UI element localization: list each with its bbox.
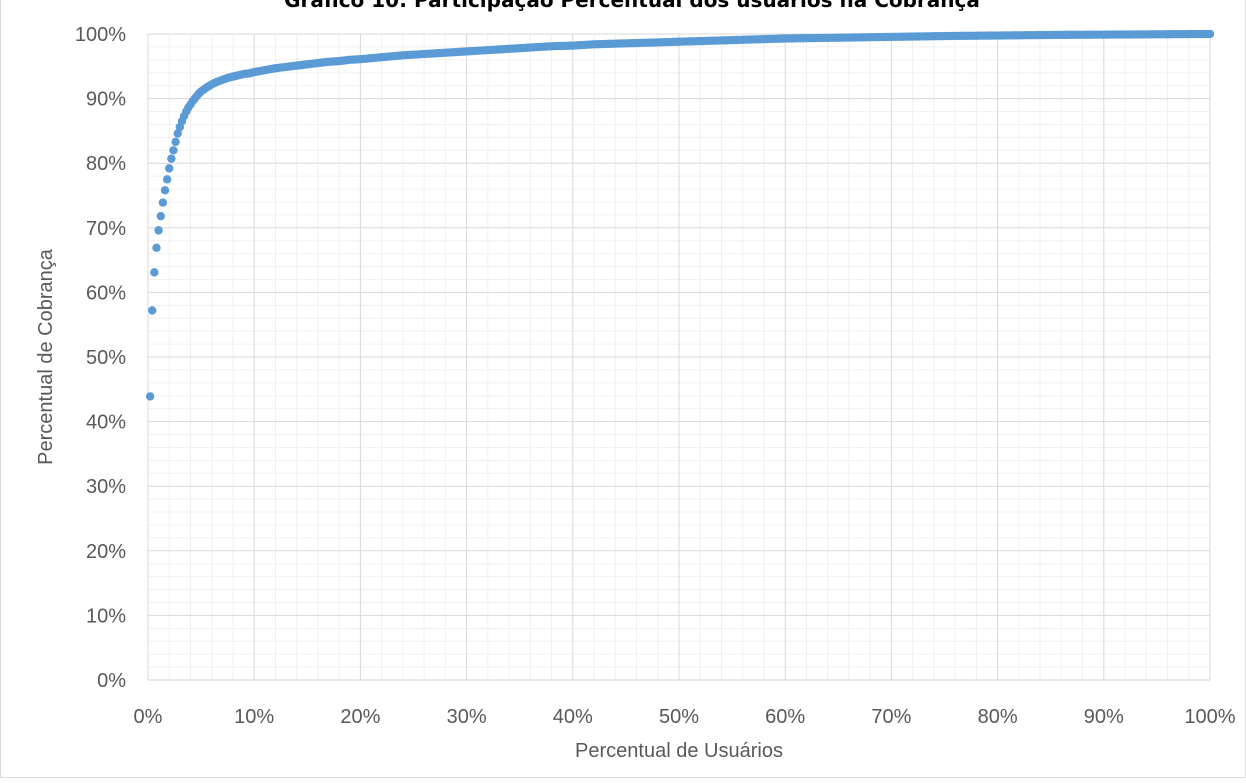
data-point (629, 38, 638, 48)
data-point (947, 31, 957, 41)
x-tick-label: 80% (978, 706, 1018, 728)
data-point (1160, 30, 1169, 39)
data-point (501, 44, 511, 54)
x-tick-label: 90% (1084, 706, 1124, 728)
data-point (693, 36, 702, 46)
x-tick-label: 70% (871, 706, 911, 728)
data-point (650, 38, 659, 47)
data-point (395, 51, 405, 60)
data-point (714, 36, 723, 45)
x-tick-label: 10% (234, 706, 274, 728)
x-tick-label: 20% (340, 706, 380, 728)
data-point (905, 32, 914, 41)
data-point (926, 32, 936, 41)
x-axis-title: Percentual de Usuários (575, 740, 783, 762)
data-point (169, 146, 178, 155)
data-point (884, 32, 893, 42)
chart-title: Gráfico 10: Participação Percentual dos … (284, 0, 980, 12)
data-point (158, 198, 168, 207)
y-tick-label: 0% (97, 670, 126, 692)
data-point (777, 34, 787, 43)
data-point (1181, 29, 1190, 39)
x-tick-label: 0% (134, 706, 163, 728)
data-point (148, 306, 157, 315)
data-point (145, 392, 155, 401)
y-axis-title: Percentual de Cobrança (35, 248, 57, 465)
data-point (1202, 29, 1212, 39)
data-point (1096, 30, 1105, 39)
y-tick-label: 10% (86, 605, 126, 627)
data-point (1075, 30, 1084, 39)
data-point (820, 33, 829, 43)
x-tick-label: 100% (1184, 706, 1235, 728)
data-point (841, 33, 851, 42)
data-point (544, 42, 553, 51)
data-point (374, 53, 383, 62)
data-point (1117, 30, 1127, 39)
data-point (990, 31, 999, 40)
data-series (145, 29, 1215, 401)
data-point (799, 34, 808, 43)
data-point (156, 211, 165, 221)
y-tick-label: 80% (86, 153, 126, 175)
data-point (480, 46, 490, 55)
data-point (165, 164, 174, 173)
data-point (735, 35, 744, 45)
y-tick-label: 50% (86, 347, 126, 369)
data-point (152, 243, 161, 253)
data-point (608, 39, 617, 48)
data-point (523, 43, 532, 52)
y-tick-label: 90% (86, 89, 126, 111)
data-point (154, 226, 163, 235)
data-point (565, 41, 574, 50)
data-point (160, 186, 170, 195)
data-point (862, 33, 872, 42)
data-point (1011, 31, 1021, 40)
y-tick-label: 70% (86, 218, 126, 240)
data-point (416, 50, 426, 59)
y-tick-label: 100% (75, 24, 126, 46)
x-tick-label: 30% (447, 706, 487, 728)
data-point (969, 31, 978, 40)
data-point (171, 137, 180, 147)
y-tick-label: 40% (86, 412, 126, 434)
y-axis-tick-labels: 0% 10% 20% 30% 40% 50% 60% 70% 80% 90% 100% (75, 24, 126, 692)
data-point (1139, 30, 1148, 39)
x-tick-label: 40% (553, 706, 593, 728)
data-point (150, 268, 159, 277)
y-tick-label: 60% (86, 282, 126, 304)
y-tick-label: 20% (86, 541, 126, 563)
major-gridlines (147, 33, 1211, 681)
data-point (167, 154, 176, 163)
data-point (173, 129, 182, 138)
x-axis-tick-labels: 0% 10% 20% 30% 40% 50% 60% 70% 80% 90% 100% (134, 706, 1236, 728)
data-point (1032, 30, 1042, 40)
data-point (756, 35, 766, 44)
data-point (438, 48, 447, 58)
data-point (459, 47, 468, 56)
data-point (586, 40, 596, 49)
x-tick-label: 60% (765, 706, 805, 728)
data-point (1054, 30, 1063, 40)
data-point (162, 175, 172, 184)
x-tick-label: 50% (659, 706, 699, 728)
y-tick-label: 30% (86, 476, 126, 498)
data-point (671, 37, 681, 47)
